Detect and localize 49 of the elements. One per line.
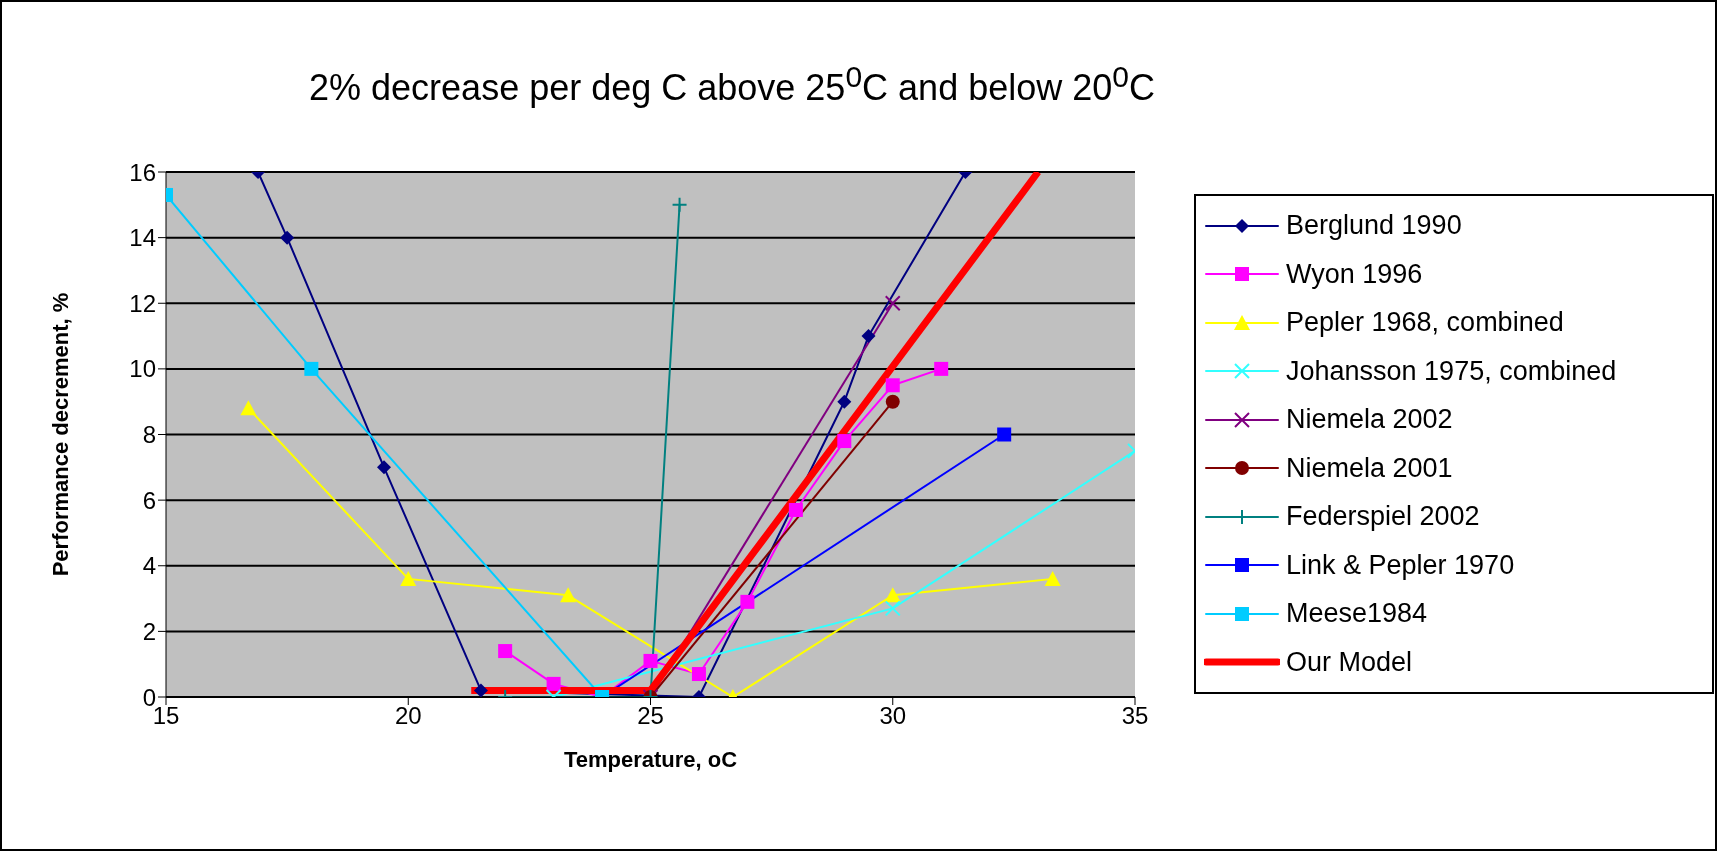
legend-label: Niemela 2002 <box>1286 404 1453 436</box>
point <box>861 329 876 344</box>
point <box>837 394 852 409</box>
point <box>837 434 852 449</box>
point <box>884 295 901 312</box>
legend-label: Pepler 1968, combined <box>1286 307 1564 339</box>
x-tick-label: 35 <box>1121 702 1149 730</box>
point <box>740 594 755 609</box>
point <box>280 230 295 245</box>
x-tick-label: 25 <box>637 702 664 730</box>
point <box>884 587 901 603</box>
x-tick-label: 20 <box>394 702 422 730</box>
point <box>691 667 706 682</box>
y-tick-label: 0 <box>142 683 156 711</box>
legend-label: Wyon 1996 <box>1286 258 1423 290</box>
legend-label: Federspiel 2002 <box>1286 501 1480 533</box>
legend-label: Our Model <box>1286 646 1413 678</box>
point <box>997 427 1012 442</box>
chart-title: 2% decrease per deg C above 25$^{0}$C and below 20$^{0}$C <box>308 60 1156 109</box>
legend-label: Johansson 1975, combined <box>1286 355 1617 387</box>
y-tick-label: 8 <box>142 421 156 449</box>
point <box>643 653 658 668</box>
point <box>473 683 488 697</box>
legend-label: Meese1984 <box>1286 598 1428 630</box>
y-tick-label: 16 <box>129 158 156 186</box>
y-axis-title: Performance decrement, % <box>47 292 73 577</box>
point <box>498 644 513 659</box>
point <box>560 587 577 603</box>
x-axis-title: Temperature, oC <box>563 747 738 772</box>
y-tick-label: 2 <box>142 617 156 645</box>
point <box>934 361 949 376</box>
point <box>400 570 417 586</box>
point <box>885 394 900 409</box>
y-tick-label: 4 <box>142 552 156 580</box>
y-tick-label: 10 <box>129 355 156 383</box>
legend-label: Berglund 1990 <box>1286 210 1462 241</box>
x-tick-label: 30 <box>879 702 907 730</box>
point <box>377 460 392 475</box>
y-tick-label: 14 <box>129 224 156 252</box>
legend-label: Niemela 2001 <box>1286 452 1453 484</box>
y-tick-label: 6 <box>142 486 156 514</box>
legend-label: Link & Pepler 1970 <box>1286 549 1515 581</box>
point <box>1044 570 1061 586</box>
y-tick-label: 12 <box>129 289 156 317</box>
point <box>671 196 688 213</box>
point <box>240 400 257 416</box>
point <box>788 502 803 517</box>
point <box>546 676 561 691</box>
point <box>885 378 900 393</box>
